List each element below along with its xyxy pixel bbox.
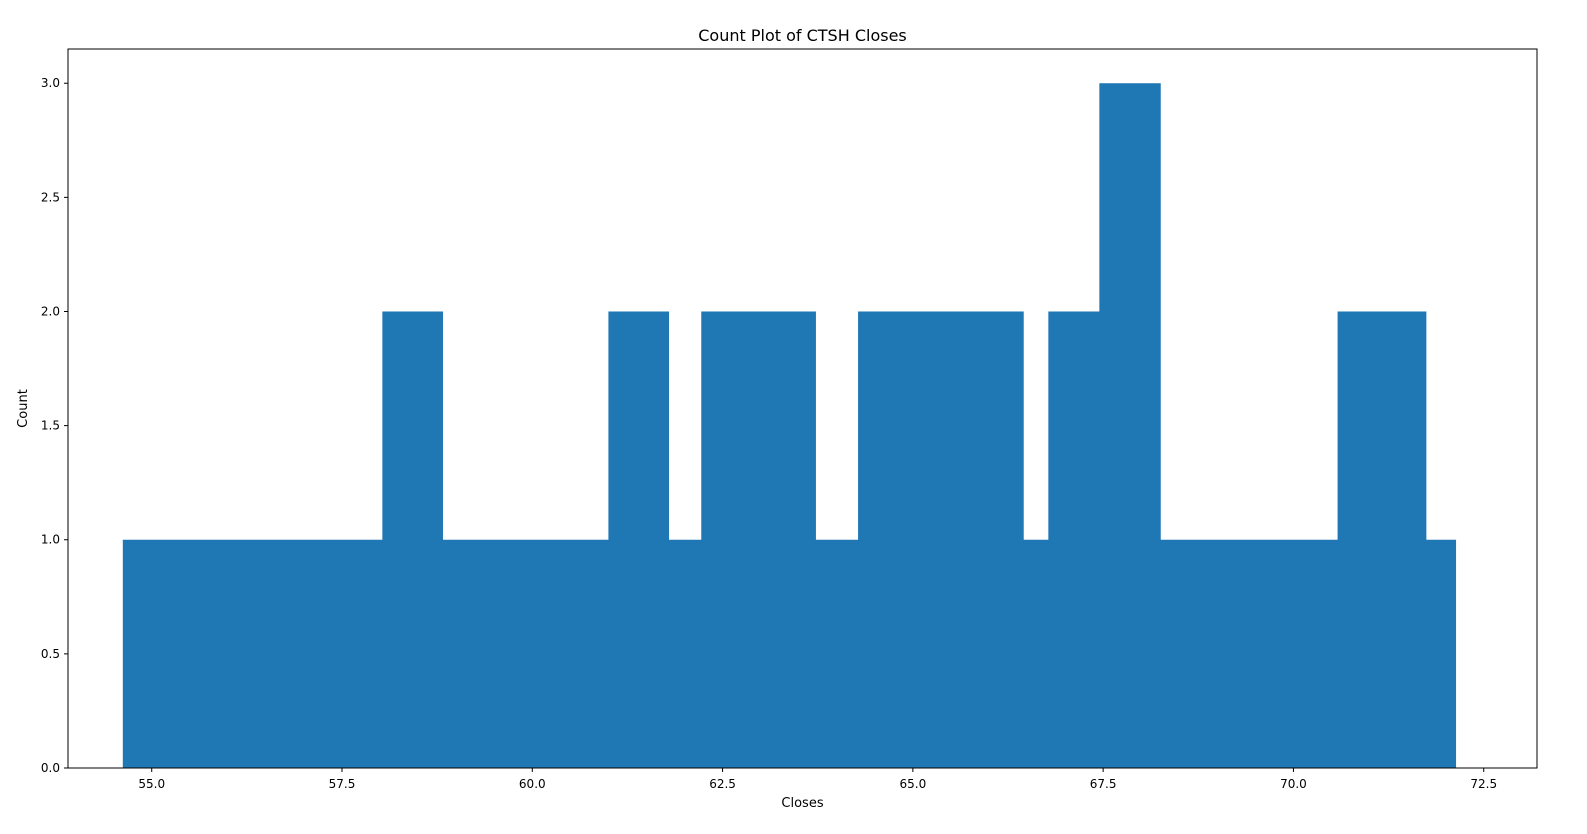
histogram-bar-12 (1337, 311, 1427, 768)
y-axis-title: Count (16, 389, 31, 428)
y-tick-label-1: 0.5 (41, 647, 60, 661)
histogram-bar-8 (1023, 539, 1049, 768)
y-tick-label-6: 3.0 (41, 76, 60, 90)
y-tick-label-2: 1.0 (41, 533, 60, 547)
histogram-bar-0 (122, 539, 383, 768)
chart-title: Count Plot of CTSH Closes (698, 26, 907, 45)
histogram-bar-1 (382, 311, 443, 768)
x-tick-label-2: 60.0 (519, 777, 546, 791)
histogram-bar-3 (608, 311, 670, 768)
x-tick-label-0: 55.0 (138, 777, 165, 791)
histogram-bar-2 (442, 539, 609, 768)
histogram-bar-5 (701, 311, 816, 768)
x-tick-label-4: 65.0 (900, 777, 927, 791)
histogram-bar-10 (1099, 83, 1161, 768)
y-axis-ticks: 0.0 0.5 1.0 1.5 2.0 2.5 3.0 (41, 76, 68, 775)
x-axis-ticks: 55.0 57.5 60.0 62.5 65.0 67.5 70.0 72.5 (138, 768, 1497, 791)
y-tick-label-0: 0.0 (41, 761, 60, 775)
y-tick-label-5: 2.5 (41, 190, 60, 204)
x-tick-label-7: 72.5 (1470, 777, 1497, 791)
histogram-bar-6 (815, 539, 859, 768)
histogram-bar-11 (1160, 539, 1339, 768)
bars-layer (122, 83, 1457, 768)
x-tick-label-3: 62.5 (709, 777, 736, 791)
plot-frame (67, 48, 1538, 769)
x-tick-label-6: 70.0 (1280, 777, 1307, 791)
histogram-bar-9 (1048, 311, 1100, 768)
y-tick-label-4: 2.0 (41, 304, 60, 318)
x-tick-label-5: 67.5 (1090, 777, 1117, 791)
x-tick-label-1: 57.5 (329, 777, 356, 791)
histogram-bar-7 (858, 311, 1024, 768)
histogram-bar-13 (1425, 539, 1457, 768)
x-axis-title: Closes (781, 796, 823, 811)
histogram-bar-4 (668, 539, 702, 768)
y-tick-label-3: 1.5 (41, 419, 60, 433)
